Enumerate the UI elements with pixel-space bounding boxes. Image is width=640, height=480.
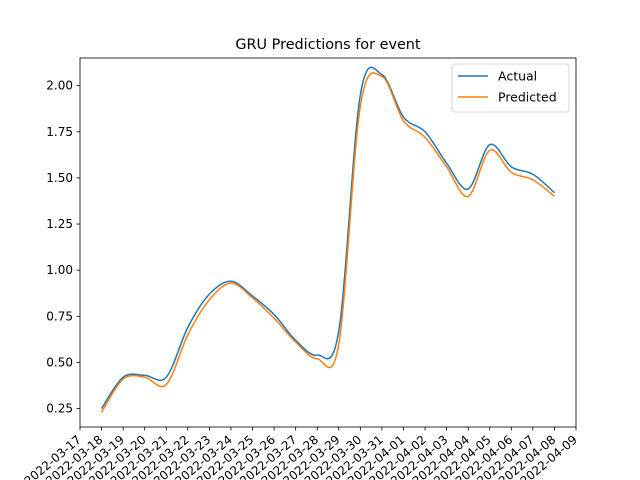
series-lines [100,66,555,413]
legend-label: Actual [498,69,537,84]
y-tick-label: 0.25 [46,402,73,416]
y-tick-label: 1.00 [46,263,73,277]
y-tick-label: 1.75 [46,125,73,139]
chart-title: GRU Predictions for event [235,37,421,53]
legend-label: Predicted [498,90,557,105]
series-line-actual [100,66,555,409]
y-tick-label: 1.25 [46,217,73,231]
plot-area [79,57,577,428]
y-tick-label: 1.50 [46,171,73,185]
y-tick-label: 0.50 [46,355,73,369]
y-tick-label: 2.00 [46,79,73,93]
x-axis: 2022-03-172022-03-182022-03-192022-03-20… [21,427,580,480]
y-axis: 0.25 0.50 0.75 1.00 1.25 1.50 1.75 2.00 [46,79,80,416]
legend: Actual Predicted [451,63,570,113]
y-tick-label: 0.75 [46,309,73,323]
series-line-predicted [100,72,555,413]
